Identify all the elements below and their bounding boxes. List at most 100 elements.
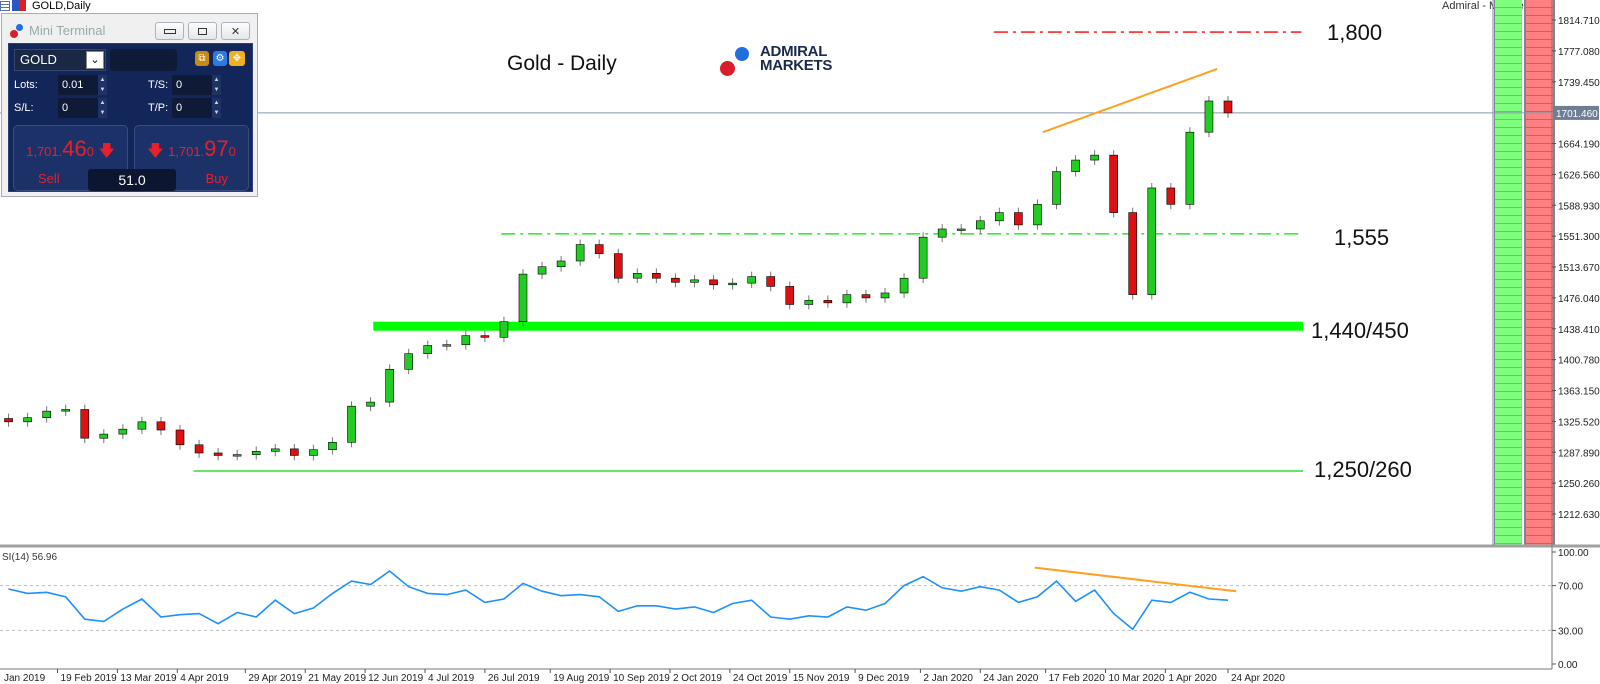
candle-bull [1204,100,1214,133]
time-tick-label: 19 Feb 2019 [61,673,118,684]
candle-bull [975,220,985,230]
level-label-1250: 1,250/260 [1314,457,1412,482]
sl-input[interactable]: 0 [58,98,98,118]
lots-input[interactable]: 0.01 [58,75,98,95]
ts-stepper[interactable]: ▲ ▼ [212,75,221,95]
restore-button[interactable] [188,22,217,40]
candle-bull [99,433,109,439]
chevron-down-icon[interactable]: ⌄ [86,51,104,69]
time-tick-label: 24 Apr 2020 [1231,673,1285,684]
tp-stepper[interactable]: ▲ ▼ [212,98,221,118]
buy-price-prefix: 1,701. [168,144,205,159]
sell-price-prefix: 1,701. [26,144,63,159]
chart-symbol-icon [12,0,26,11]
candle-bull [42,410,51,418]
candle-bull [61,409,70,412]
minimize-icon [163,28,176,34]
price-tick-label: 1513.670 [1558,263,1600,274]
time-tick-label: 1 Apr 2020 [1168,673,1217,684]
lots-label: Lots: [14,79,38,91]
level-label-1440: 1,440/450 [1311,318,1409,343]
candle-bear [1166,187,1176,205]
time-tick-label: 4 Jul 2019 [428,673,475,684]
candle-bull [1185,131,1195,205]
price-tick-label: 1626.560 [1558,170,1600,181]
candle-bull [804,300,814,305]
logo-red-dot [720,61,735,76]
rsi-tick-label: 70.00 [1558,582,1583,593]
candle-bull [270,448,280,452]
buy-volume-column [1494,0,1522,546]
time-tick-label: Jan 2019 [4,673,46,684]
mini-terminal-window[interactable]: Mini Terminal ✕ GOLD ⌄ ⧉ ⚙ ✥ Lots: 0.01 … [1,13,258,197]
expand-icon[interactable]: ✥ [229,51,245,66]
price-tick-label: 1250.260 [1558,479,1600,490]
logo: ADMIRAL MARKETS [760,43,833,74]
buy-button[interactable]: 🡇 1,701.970 Buy [134,125,249,191]
time-tick-label: 21 May 2019 [308,673,366,684]
mini-terminal-panel: GOLD ⌄ ⧉ ⚙ ✥ Lots: 0.01 ▲ ▼ T/S: 0 ▲ ▼ S/L… [8,43,253,192]
rsi-tick-label: 30.00 [1558,626,1583,637]
current-price-badge [1553,105,1599,120]
symbol-select[interactable]: GOLD ⌄ [14,49,106,71]
tp-input[interactable]: 0 [172,98,212,118]
price-tick-label: 1814.710 [1558,16,1600,27]
candle-bull [842,294,852,304]
buy-price-fraction: 0 [228,144,236,159]
candle-bear [156,421,166,431]
minimize-button[interactable] [155,22,184,40]
ts-input[interactable]: 0 [172,75,212,95]
time-tick-label: 24 Jan 2020 [983,673,1038,684]
candle-bull [251,451,261,455]
candle-bull [366,401,375,407]
candles [4,96,1233,461]
rsi-trendline [1034,566,1237,593]
price-tick-label: 1588.930 [1558,201,1600,212]
candle-bear [861,294,871,299]
candle-bull [137,421,147,430]
candle-bull [518,273,528,323]
gear-icon[interactable]: ⚙ [213,51,227,66]
candle-bull [899,277,909,294]
buy-label: Buy [205,171,228,186]
candle-bull [1033,204,1042,226]
arrow-down-icon: 🡇 [98,143,115,160]
logo-line2: MARKETS [760,57,833,74]
logo-line1: ADMIRAL [760,43,828,60]
logo-blue-dot [735,47,749,61]
candle-bull [461,335,471,345]
support-band [373,321,1304,331]
level-label-1555: 1,555 [1334,225,1390,250]
candle-bull [537,266,547,275]
spread-value: 51.0 [88,169,176,191]
mini-terminal-title: Mini Terminal [29,23,106,38]
copy-icon[interactable]: ⧉ [195,51,209,66]
sell-volume-column [1524,0,1555,546]
close-button[interactable]: ✕ [221,22,250,40]
candle-bear [4,418,13,423]
candle-bull [423,345,433,355]
candle-bull [118,428,128,435]
sl-stepper[interactable]: ▲ ▼ [98,98,107,118]
buy-price: 🡇 1,701.970 [135,136,248,167]
sell-price-fraction: 0 [86,144,94,159]
chart-menu-icon[interactable] [0,1,10,11]
current-price-label: 1701.460 [1556,109,1598,120]
candle-bull [347,405,356,443]
level-label-1800: 1,800 [1327,20,1383,45]
lots-stepper[interactable]: ▲ ▼ [98,75,107,95]
time-tick-label: 4 Apr 2019 [180,673,229,684]
price-tick-label: 1363.150 [1558,387,1600,398]
candle-bear [213,452,223,456]
candle-bear [1014,212,1023,226]
candle-bear [594,244,604,254]
candle-bull [23,417,32,423]
candle-bull [232,454,242,457]
price-tick-label: 1438.410 [1558,325,1600,336]
price-tick-label: 1476.040 [1558,294,1600,305]
sell-label: Sell [38,171,60,186]
ts-label: T/S: [148,79,169,91]
candle-bull [728,282,737,286]
time-tick-label: 15 Nov 2019 [793,673,850,684]
